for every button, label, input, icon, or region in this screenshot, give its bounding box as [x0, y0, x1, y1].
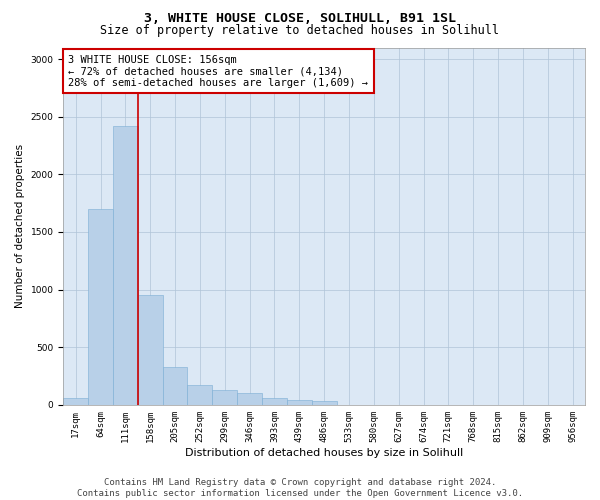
Bar [212, 390, 237, 405]
Text: 3 WHITE HOUSE CLOSE: 156sqm
← 72% of detached houses are smaller (4,134)
28% of : 3 WHITE HOUSE CLOSE: 156sqm ← 72% of det… [68, 54, 368, 88]
Text: Contains HM Land Registry data © Crown copyright and database right 2024.
Contai: Contains HM Land Registry data © Crown c… [77, 478, 523, 498]
Text: Size of property relative to detached houses in Solihull: Size of property relative to detached ho… [101, 24, 499, 37]
Bar [163, 367, 187, 405]
Bar [262, 398, 287, 405]
Bar [237, 394, 262, 405]
Bar [113, 126, 138, 405]
Bar [287, 400, 312, 405]
Bar [138, 296, 163, 405]
Bar [88, 209, 113, 405]
Text: 3, WHITE HOUSE CLOSE, SOLIHULL, B91 1SL: 3, WHITE HOUSE CLOSE, SOLIHULL, B91 1SL [144, 12, 456, 26]
Bar [187, 385, 212, 405]
Y-axis label: Number of detached properties: Number of detached properties [15, 144, 25, 308]
Bar [312, 401, 337, 405]
X-axis label: Distribution of detached houses by size in Solihull: Distribution of detached houses by size … [185, 448, 463, 458]
Bar [63, 398, 88, 405]
